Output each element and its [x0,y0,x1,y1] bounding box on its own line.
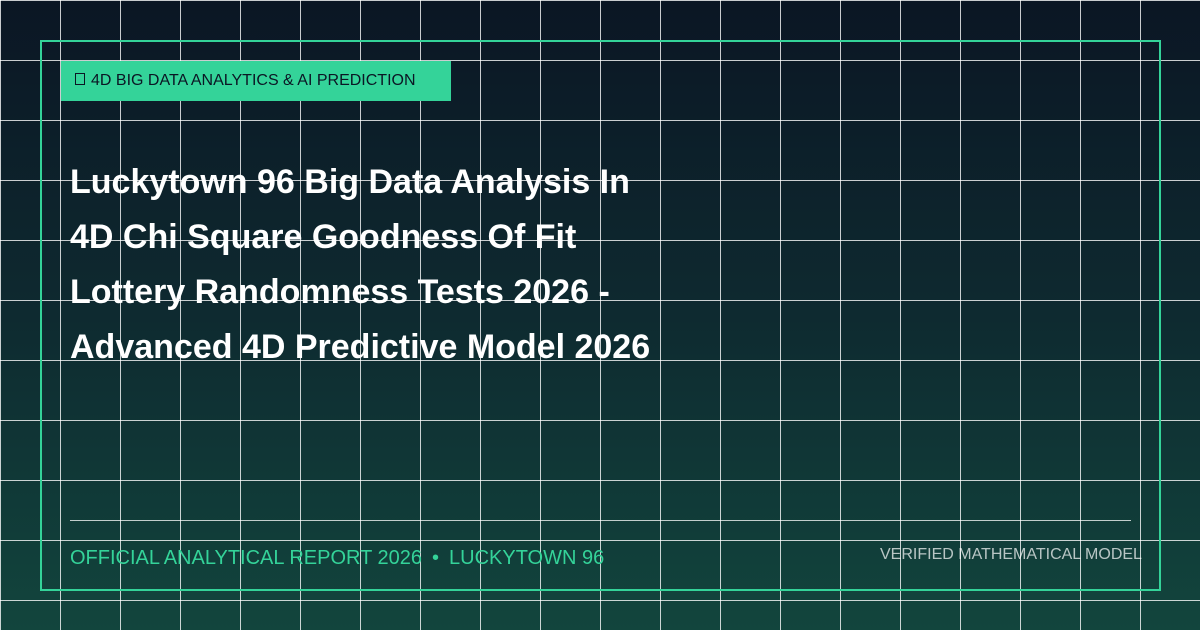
footer-divider [70,520,1131,521]
title-line: Advanced 4D Predictive Model 2026 [70,328,651,366]
category-badge: 4D BIG DATA ANALYTICS & AI PREDICTION [61,61,451,101]
title-line: Luckytown 96 Big Data Analysis In [70,163,630,201]
page-title: Luckytown 96 Big Data Analysis In 4D Chi… [70,155,830,375]
separator-dot: • [431,547,439,569]
verified-label: VERIFIED MATHEMATICAL MODEL [880,546,1142,563]
chart-icon [75,61,85,101]
report-label: OFFICIAL ANALYTICAL REPORT 2026 [70,547,422,569]
title-line: Lottery Randomness Tests 2026 - [70,273,610,311]
accent-frame [40,40,1161,591]
badge-label: 4D BIG DATA ANALYTICS & AI PREDICTION [91,72,416,89]
brand-label: LUCKYTOWN 96 [449,547,605,569]
footer-report-line: OFFICIAL ANALYTICAL REPORT 2026 • LUCKYTOW… [70,545,604,571]
title-line: 4D Chi Square Goodness Of Fit [70,218,577,256]
